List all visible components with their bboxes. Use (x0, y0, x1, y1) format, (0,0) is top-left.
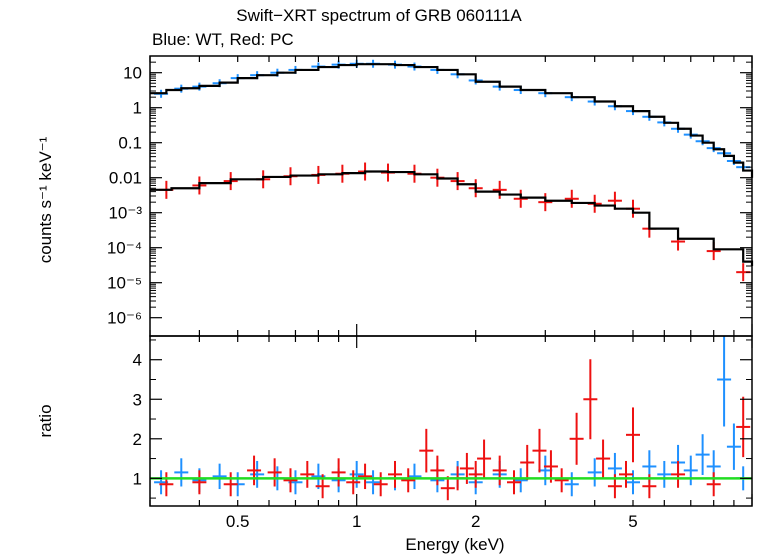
ratio-point (192, 470, 207, 495)
x-tick-label: 5 (628, 512, 637, 531)
ratio-point (492, 455, 507, 486)
ratio-point (671, 460, 686, 488)
x-axis-label: Energy (keV) (405, 535, 505, 554)
x-tick-label: 1 (352, 512, 361, 531)
spectrum-point (538, 193, 553, 212)
ratio-point (247, 455, 262, 486)
ratio-point (358, 463, 373, 490)
ratio-point (401, 468, 416, 493)
y-tick-label: 10⁻³ (108, 204, 142, 223)
ratio-point (223, 472, 238, 497)
ratio-point (587, 458, 602, 487)
model-line-1 (150, 170, 754, 266)
spectrum-point (492, 180, 507, 199)
y-tick-label: 0.01 (109, 169, 142, 188)
x-tick-label: 2 (471, 512, 480, 531)
ratio-point (583, 359, 598, 440)
spectrum-y-axis-label: counts s⁻¹ keV⁻¹ (36, 136, 55, 264)
spectrum-frame (149, 55, 753, 337)
plot-frames (149, 55, 753, 507)
ratio-point (618, 460, 633, 488)
ratio-point (250, 460, 265, 488)
ratio-series-0 (154, 336, 751, 497)
y-tick-label: 10⁻⁴ (107, 239, 142, 258)
ratio-point (736, 396, 751, 458)
ratio-point (212, 463, 227, 490)
ratio-point (569, 412, 584, 465)
ratio-point (657, 460, 672, 488)
ratio-point (419, 428, 434, 473)
spectrum-panel (150, 59, 754, 282)
ratio-point (331, 458, 346, 487)
ratio-y-tick-label: 4 (133, 351, 142, 370)
y-tick-label: 0.1 (118, 134, 142, 153)
chart-subtitle: Blue: WT, Red: PC (152, 30, 294, 49)
model-line-0 (150, 63, 754, 178)
ratio-point (695, 434, 710, 476)
ratio-point (346, 470, 361, 495)
ratio-point (626, 470, 641, 495)
spectrum-point (513, 189, 528, 208)
y-tick-label: 10⁻⁶ (107, 309, 142, 328)
y-tick-label: 10⁻⁵ (107, 274, 142, 293)
ratio-point (366, 470, 381, 495)
ratio-point (267, 458, 282, 487)
ratio-y-tick-label: 3 (133, 390, 142, 409)
ratio-point (513, 468, 528, 493)
chart-title: Swift−XRT spectrum of GRB 060111A (236, 6, 522, 25)
ratio-point (554, 468, 569, 493)
x-tick-label: 0.5 (226, 512, 250, 531)
ratio-point (159, 472, 174, 497)
ratio-point (349, 460, 364, 488)
ratio-point (706, 472, 721, 497)
ratio-point (507, 470, 522, 495)
ratio-y-tick-label: 2 (133, 430, 142, 449)
ratio-point (300, 460, 315, 488)
y-tick-label: 1 (133, 99, 142, 118)
ratio-point (283, 468, 298, 493)
ratio-point (430, 455, 445, 486)
ratio-point (626, 407, 641, 463)
spectrum-series-0 (154, 59, 751, 172)
ratio-point (468, 460, 483, 488)
ratio-point (174, 458, 189, 487)
ratio-point (596, 439, 611, 478)
ratio-point (683, 455, 698, 486)
ratio-point (440, 476, 455, 501)
ratio-point (373, 472, 388, 497)
ratio-point (520, 444, 535, 481)
ratio-point (532, 428, 547, 473)
ratio-point (477, 439, 492, 478)
spectrum-point (564, 189, 579, 208)
ratio-point (388, 460, 403, 488)
ratio-series-1 (159, 359, 751, 501)
ratio-point (564, 472, 579, 497)
ratio-y-tick-label: 1 (133, 469, 142, 488)
y-tick-label: 10 (123, 64, 142, 83)
ratio-point (717, 336, 732, 427)
ratio-point (726, 423, 741, 470)
ratio-point (407, 463, 422, 490)
axis-ticks: 0.5 1 2 5 10 1 0.1 0.01 10⁻³ 10⁻⁴ 10⁻⁵ 10⁻⁶ 1 2 3 4 (107, 55, 753, 531)
ratio-frame (149, 335, 753, 507)
ratio-y-axis-label: ratio (36, 404, 55, 438)
ratio-panel (150, 336, 752, 501)
